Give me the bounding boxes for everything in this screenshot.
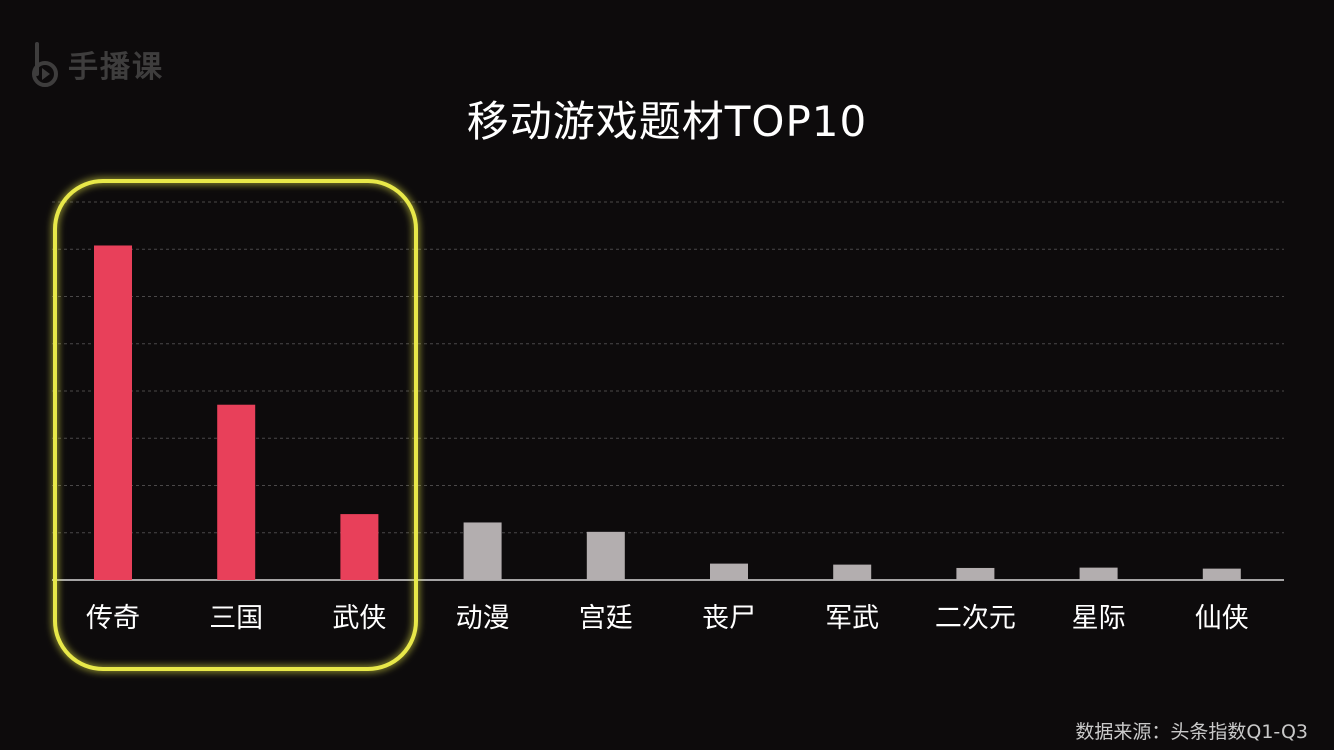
- bar-6: [833, 564, 872, 580]
- bar-1: [217, 404, 256, 580]
- highlight-box: [53, 179, 418, 671]
- bar-0: [94, 245, 132, 580]
- bar-2: [340, 514, 379, 580]
- bar-8: [1079, 567, 1118, 580]
- x-tick-label: 武侠: [332, 603, 386, 634]
- bar-7: [956, 567, 995, 580]
- x-tick-label: 三国: [209, 603, 263, 634]
- x-tick-label: 仙侠: [1195, 603, 1249, 634]
- brand-logo: 手播课: [28, 40, 164, 88]
- data-source-note: 数据来源：头条指数Q1-Q3: [1075, 721, 1308, 743]
- x-tick-label: 动漫: [456, 603, 510, 634]
- chart-title: 移动游戏题材TOP10: [466, 97, 868, 146]
- x-tick-label: 传奇: [86, 603, 140, 634]
- x-tick-label: 军武: [825, 603, 879, 634]
- x-tick-label: 宫廷: [579, 603, 633, 634]
- x-tick-label: 星际: [1072, 603, 1126, 634]
- bar-9: [1202, 568, 1241, 580]
- brand-logo-text: 手播课: [68, 50, 164, 85]
- bar-5: [710, 563, 748, 580]
- bar-4: [586, 531, 625, 580]
- play-note-icon: [32, 42, 58, 87]
- x-tick-label: 二次元: [935, 603, 1016, 634]
- bar-3: [463, 522, 502, 580]
- x-tick-label: 丧尸: [702, 603, 756, 634]
